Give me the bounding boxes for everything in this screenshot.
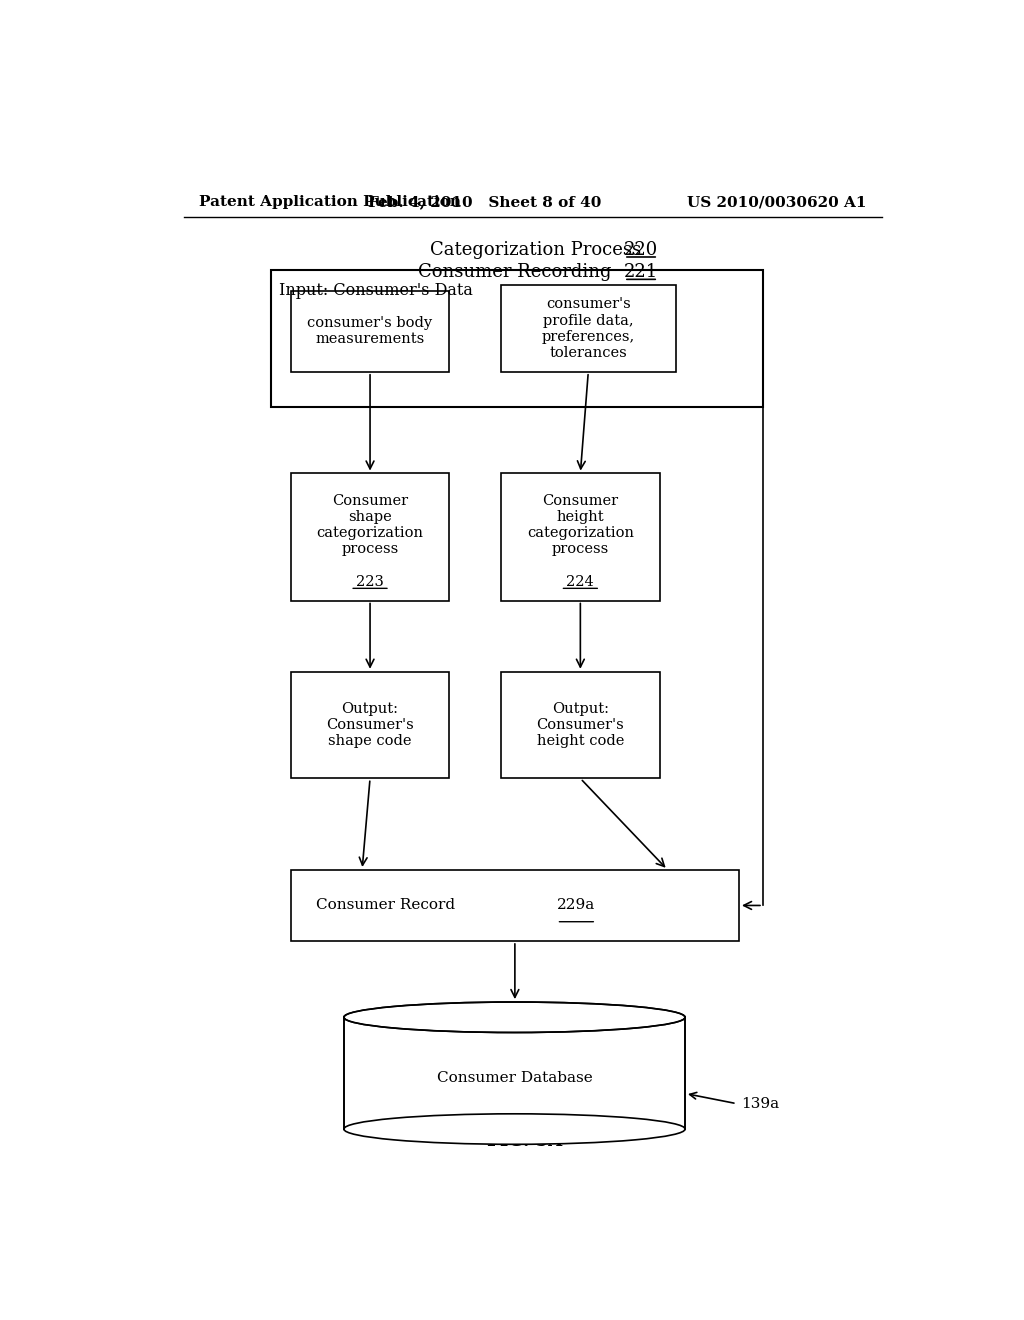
Text: 221: 221 xyxy=(624,263,658,281)
Text: Categorization Process: Categorization Process xyxy=(430,240,646,259)
Text: consumer's body
measurements: consumer's body measurements xyxy=(307,315,432,346)
Text: 229a: 229a xyxy=(557,899,596,912)
Text: US 2010/0030620 A1: US 2010/0030620 A1 xyxy=(686,195,866,209)
FancyBboxPatch shape xyxy=(291,290,450,372)
Ellipse shape xyxy=(346,1003,683,1031)
Text: Output:
Consumer's
height code: Output: Consumer's height code xyxy=(537,702,625,748)
Text: Consumer
shape
categorization
process: Consumer shape categorization process xyxy=(316,494,424,556)
Text: 220: 220 xyxy=(624,240,658,259)
Text: 223: 223 xyxy=(356,576,384,589)
Text: Patent Application Publication: Patent Application Publication xyxy=(200,195,462,209)
Text: 224: 224 xyxy=(566,576,594,589)
Text: Input: Consumer's Data: Input: Consumer's Data xyxy=(279,282,473,300)
FancyBboxPatch shape xyxy=(501,672,659,779)
FancyBboxPatch shape xyxy=(501,474,659,601)
Ellipse shape xyxy=(344,1002,685,1032)
FancyBboxPatch shape xyxy=(291,870,739,941)
Text: Consumer Recording: Consumer Recording xyxy=(418,263,616,281)
Text: Consumer
height
categorization
process: Consumer height categorization process xyxy=(527,494,634,556)
Text: Consumer Record: Consumer Record xyxy=(316,899,456,912)
Text: Consumer Database: Consumer Database xyxy=(436,1072,592,1085)
Text: FIG. 5A: FIG. 5A xyxy=(487,1133,562,1150)
FancyBboxPatch shape xyxy=(291,474,450,601)
Bar xyxy=(344,1018,685,1129)
Ellipse shape xyxy=(344,1114,685,1144)
Text: Output:
Consumer's
shape code: Output: Consumer's shape code xyxy=(327,702,414,748)
FancyBboxPatch shape xyxy=(501,285,676,372)
Text: consumer's
profile data,
preferences,
tolerances: consumer's profile data, preferences, to… xyxy=(542,297,635,360)
Text: 139a: 139a xyxy=(740,1097,779,1110)
FancyBboxPatch shape xyxy=(270,271,763,408)
FancyBboxPatch shape xyxy=(291,672,450,779)
Text: Feb. 4, 2010   Sheet 8 of 40: Feb. 4, 2010 Sheet 8 of 40 xyxy=(369,195,602,209)
